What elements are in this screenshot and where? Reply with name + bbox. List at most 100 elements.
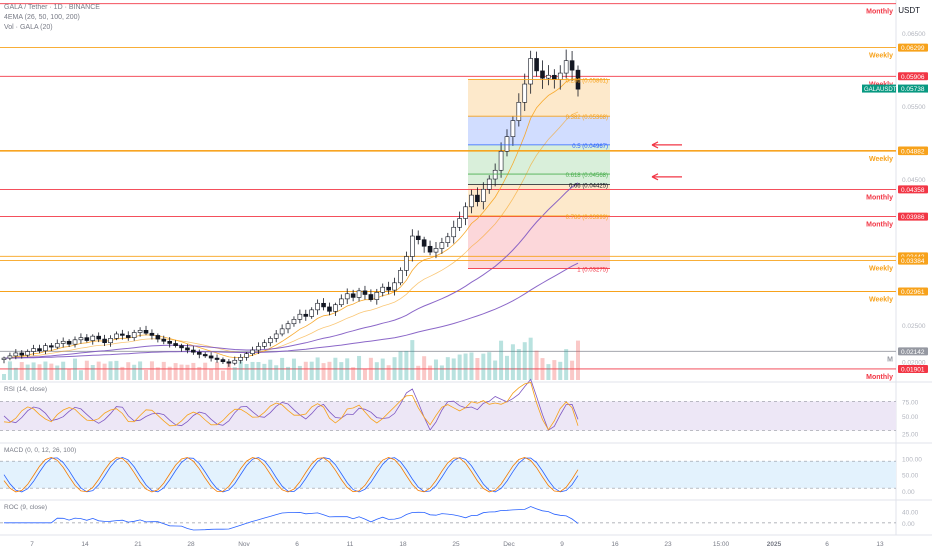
stoch-line (3, 456, 579, 493)
volume-bar (167, 366, 172, 380)
fib-zone (468, 174, 610, 185)
volume-bar (534, 350, 539, 380)
price-tag: 0.03986 (901, 214, 925, 221)
fib-zone (468, 144, 610, 175)
volume-bar (49, 363, 54, 380)
volume-bar (67, 368, 72, 380)
volume-bar (19, 362, 24, 380)
candle-body (66, 340, 72, 345)
candle-body (226, 361, 232, 364)
ema-line (3, 262, 579, 359)
fib-label: 0.236 (0.05861) (566, 79, 608, 85)
ema-line (3, 78, 579, 359)
volume-bar (386, 365, 391, 380)
volume-bar (351, 367, 356, 380)
level-label: Weekly (869, 297, 893, 304)
candle-body (309, 309, 315, 317)
stoch-band (0, 461, 896, 489)
candle-body (552, 74, 557, 80)
candle-body (291, 319, 297, 325)
volume-bar (439, 365, 444, 380)
candle-body (404, 256, 409, 271)
rsi-title: RSI (14, close) (4, 386, 47, 393)
volume-bar (43, 361, 48, 380)
volume-bar (268, 359, 273, 380)
volume-bar (173, 363, 178, 380)
rsi-line (3, 382, 579, 431)
candle-body (504, 136, 510, 152)
rsi-tick: 75.00 (902, 399, 919, 406)
candle-body (37, 348, 42, 352)
candle-body (338, 298, 344, 306)
volume-bar (362, 369, 367, 380)
fib-zone (468, 116, 610, 145)
volume-bar (357, 355, 362, 380)
candle-body (285, 323, 291, 330)
last-symbol-bg (862, 84, 896, 93)
candle-body (528, 58, 533, 85)
last-symbol: GALAUSDT (864, 87, 897, 93)
volume-bar (232, 367, 237, 380)
candle-body (161, 338, 167, 342)
candle-body (90, 335, 96, 341)
volume-bar (451, 358, 456, 380)
volume-bar (96, 361, 101, 380)
volume-bar (90, 365, 95, 380)
ema-line (3, 182, 579, 359)
time-label: 23 (664, 541, 672, 548)
volume-bar (61, 361, 66, 380)
candle-body (149, 332, 155, 336)
volume-bar (31, 362, 36, 380)
fib-label: 0.66 (0.04425) (569, 184, 608, 190)
volume-bar (410, 340, 415, 380)
volume-bar (238, 361, 243, 380)
candle-body (191, 349, 196, 353)
volume-bar (25, 364, 30, 380)
candle-body (72, 339, 78, 345)
volume-bar (191, 362, 196, 380)
volume-bar (144, 369, 149, 380)
candle-body (344, 293, 350, 300)
time-label: Nov (238, 541, 250, 548)
candle-body (19, 352, 25, 356)
roc-tick: 40.00 (902, 510, 919, 517)
price-tag-bg (898, 287, 928, 296)
roc-title: ROC (9, close) (4, 504, 47, 511)
candle-body (244, 353, 249, 358)
volume-bar (422, 356, 427, 380)
volume-bar (558, 361, 563, 380)
volume-bar (463, 353, 468, 380)
volume-bar (303, 361, 308, 380)
volume-bar (540, 358, 545, 380)
rsi-line (3, 378, 579, 431)
fib-labels: 0.236 (0.05861) 0.382 (0.05368) 0.5 (0.049… (468, 79, 610, 274)
time-label: 28 (187, 541, 195, 548)
volume-bar (286, 366, 291, 380)
volume-bar (309, 361, 314, 380)
candle-body (415, 235, 421, 240)
volume-bar (433, 359, 438, 380)
ema-legend: 4EMA (26, 50, 100, 200) (4, 14, 80, 21)
price-tag-bg (898, 147, 928, 156)
volume-bar (339, 362, 344, 380)
candle-body (433, 248, 439, 253)
volume-bar (55, 365, 60, 380)
candle-body (457, 218, 462, 228)
candle-body (350, 293, 356, 298)
candle-body (303, 313, 309, 317)
candle-body (439, 242, 445, 249)
stoch-tick: 0.00 (902, 489, 915, 496)
volume-bar (374, 362, 379, 380)
candle-body (43, 345, 48, 352)
volume-bar (102, 363, 107, 380)
fib-label: 0.5 (0.04967) (572, 144, 608, 150)
candle-body (451, 226, 457, 238)
price-tick: 0.02500 (902, 323, 926, 330)
arrow-head (651, 141, 659, 149)
volume-bar (37, 364, 42, 380)
candle-body (392, 282, 397, 291)
level-label: Monthly (866, 194, 893, 201)
price-tag-bg (898, 364, 928, 373)
volume-bar (120, 366, 125, 380)
level-label: Monthly (866, 9, 893, 16)
